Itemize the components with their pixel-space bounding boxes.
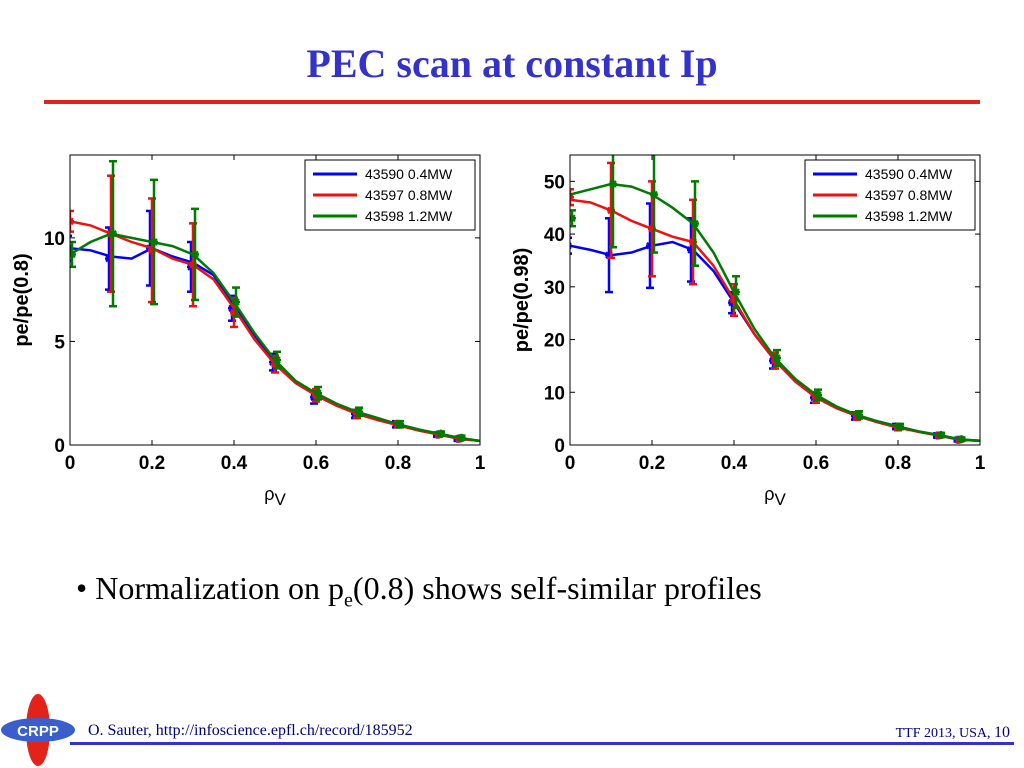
data-point (109, 229, 117, 238)
plot-content (570, 155, 980, 444)
data-point (570, 241, 572, 250)
data-point (70, 250, 76, 259)
data-point (609, 180, 617, 188)
data-point (957, 435, 966, 444)
crpp-logo-text: CRPP (17, 723, 59, 740)
footer-rule (70, 742, 1014, 745)
legend-label: 43597 0.8MW (365, 187, 453, 203)
data-point (896, 422, 904, 431)
bullet-marker: • (76, 570, 88, 606)
data-point (191, 250, 199, 259)
x-tick-label: 0.2 (639, 453, 665, 474)
slide-title: PEC scan at constant Ip (306, 41, 718, 86)
data-point (355, 407, 363, 416)
y-axis-label: pe/pe(0.8) (11, 253, 33, 346)
bullet-subscript: e (344, 589, 353, 612)
axes-frame (569, 154, 981, 446)
chart-pe-normalized-0-98: 0 0.2 0.4 0.6 0.8 1 0 10 20 30 40 50 ρV pe/pe(0.98) 43… (500, 140, 1000, 520)
chart-pe-normalized-0-8: 0 0.2 0.4 0.6 0.8 1 0 5 10 ρV pe/pe(0.8) 43590 0.4M… (0, 140, 500, 520)
x-axis-label-sub: V (274, 490, 286, 509)
axes-frame (69, 154, 481, 446)
x-axis-label-main: ρ (764, 484, 774, 504)
page-number: 10 (994, 724, 1010, 741)
series-2 (570, 155, 980, 444)
y-tick-label: 40 (544, 225, 565, 246)
legend-label: 43590 0.4MW (365, 166, 453, 182)
data-point (396, 420, 404, 429)
crpp-logo: CRPP (1, 694, 75, 766)
data-point (814, 390, 822, 399)
data-point (314, 389, 322, 398)
y-tick-label: 0 (54, 436, 65, 457)
x-tick-label: 0 (65, 453, 76, 474)
data-point (150, 238, 158, 246)
footer-venue-text: TTF 2013, USA, (895, 726, 991, 741)
y-axis-label: pe/pe(0.98) (511, 248, 533, 352)
plot-content (70, 159, 480, 443)
bullet-normalization: • Normalization on pe(0.8) shows self-si… (76, 570, 762, 612)
data-point (457, 433, 466, 442)
series-2 (70, 159, 480, 443)
data-point (70, 217, 74, 226)
legend-label: 43598 1.2MW (865, 208, 953, 224)
y-tick-label: 20 (544, 331, 565, 352)
x-tick-label: 0.4 (721, 453, 748, 474)
x-tick-label: 1 (475, 453, 486, 474)
x-tick-label: 0.2 (139, 453, 165, 474)
x-tick-label: 1 (975, 453, 986, 474)
data-point (570, 214, 576, 223)
x-axis-label: ρV (264, 484, 286, 509)
data-point (437, 429, 445, 438)
footer-citation: O. Sauter, http://infoscience.epfl.ch/re… (88, 722, 413, 739)
x-tick-label: 0.4 (221, 453, 248, 474)
legend-label: 43598 1.2MW (365, 208, 453, 224)
x-axis-label-sub: V (774, 490, 786, 509)
x-axis-label: ρV (764, 484, 786, 509)
bullet-text-suffix: (0.8) shows self-similar profiles (352, 570, 762, 606)
y-tick-label: 10 (544, 383, 565, 404)
data-point (650, 190, 658, 199)
x-tick-label: 0 (565, 453, 576, 474)
legend-label: 43590 0.4MW (865, 166, 953, 182)
data-point (232, 298, 240, 307)
footer-venue: TTF 2013, USA, 10 (896, 724, 1010, 742)
y-tick-label: 5 (54, 332, 65, 353)
x-tick-label: 0.6 (803, 453, 829, 474)
x-axis-label-main: ρ (264, 484, 274, 504)
data-point (855, 410, 863, 419)
y-tick-label: 0 (554, 436, 565, 457)
data-point (732, 288, 740, 297)
legend-label: 43597 0.8MW (865, 187, 953, 203)
x-tick-label: 0.6 (303, 453, 329, 474)
data-point (273, 356, 281, 365)
data-point (773, 354, 781, 362)
data-point (691, 219, 699, 228)
data-point (937, 430, 945, 439)
legend: 43590 0.4MW 43597 0.8MW 43598 1.2MW (804, 159, 976, 231)
bullet-text-prefix: Normalization on p (95, 570, 345, 606)
y-tick-label: 50 (544, 172, 565, 193)
x-tick-label: 0.8 (385, 453, 411, 474)
y-tick-label: 30 (544, 278, 565, 299)
chart-right-svg: 0 0.2 0.4 0.6 0.8 101020304050ρVpe/pe(0.98)43… (511, 154, 986, 509)
data-point (70, 244, 72, 252)
legend: 43590 0.4MW 43597 0.8MW 43598 1.2MW (304, 159, 476, 231)
title-underline (44, 100, 980, 104)
y-tick-label: 10 (44, 229, 65, 250)
x-tick-label: 0.8 (885, 453, 911, 474)
